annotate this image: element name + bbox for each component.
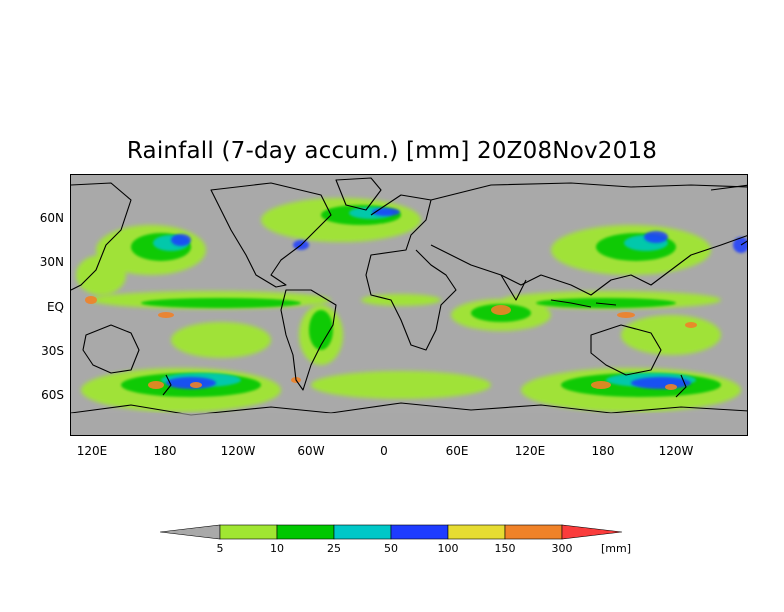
colorbar-segment-5: [447, 524, 506, 540]
colorbar-segment-3: [333, 524, 392, 540]
coast-asia: [430, 182, 747, 296]
antarctica-landmass: [71, 413, 747, 435]
colorbar-label-5: 5: [216, 542, 224, 555]
lon-label-120w: 120W: [220, 444, 256, 458]
coast-greenland: [335, 177, 382, 211]
coast-indonesia: [550, 299, 617, 308]
coast-europe-africa: [365, 194, 457, 351]
lon-label-60e: 60E: [445, 444, 469, 458]
coast-australia-right: [590, 324, 662, 376]
colorbar-segment-1: [219, 524, 278, 540]
colorbar: [160, 524, 623, 540]
colorbar-label-10: 10: [270, 542, 284, 555]
colorbar-label-150: 150: [494, 542, 516, 555]
coast-australia-left: [82, 324, 140, 374]
colorbar-segment-2: [276, 524, 335, 540]
lon-label-0: 0: [380, 444, 388, 458]
coast-north-america-right: [710, 184, 747, 246]
coastlines: [71, 177, 747, 416]
lat-label-30n: 30N: [39, 255, 64, 269]
lon-label-60w: 60W: [297, 444, 325, 458]
colorbar-label-25: 25: [327, 542, 341, 555]
coast-new-zealand-right: [675, 374, 687, 398]
colorbar-segment-below-5: [160, 524, 221, 540]
colorbar-label-50: 50: [384, 542, 398, 555]
colorbar-segment-6: [504, 524, 563, 540]
lon-label-180-2: 180: [591, 444, 615, 458]
lon-label-180: 180: [153, 444, 177, 458]
coast-east-asia: [71, 182, 132, 291]
lon-label-120e-2: 120E: [514, 444, 546, 458]
rainfall-map: [70, 174, 748, 436]
lat-label-eq: EQ: [46, 300, 64, 314]
coast-new-zealand-left: [162, 374, 172, 396]
lat-label-60s: 60S: [41, 388, 64, 402]
lon-label-120w-2: 120W: [658, 444, 694, 458]
coast-north-america: [210, 182, 332, 288]
colorbar-label-300: 300: [551, 542, 573, 555]
lon-label-120e: 120E: [76, 444, 108, 458]
colorbar-label-100: 100: [437, 542, 459, 555]
lat-label-60n: 60N: [39, 211, 64, 225]
precip-very-heavy: [166, 208, 747, 389]
colorbar-segment-4: [390, 524, 449, 540]
coast-south-america: [280, 289, 337, 391]
map-title: Rainfall (7-day accum.) [mm] 20Z08Nov201…: [126, 138, 658, 164]
colorbar-unit: [mm]: [601, 542, 632, 555]
colorbar-segment-above-300: [561, 524, 623, 540]
rainfall-map-svg: [71, 175, 747, 435]
lat-label-30s: 30S: [41, 344, 64, 358]
coast-antarctica: [71, 402, 747, 416]
precip-extreme: [85, 296, 697, 390]
coast-india: [500, 274, 527, 301]
